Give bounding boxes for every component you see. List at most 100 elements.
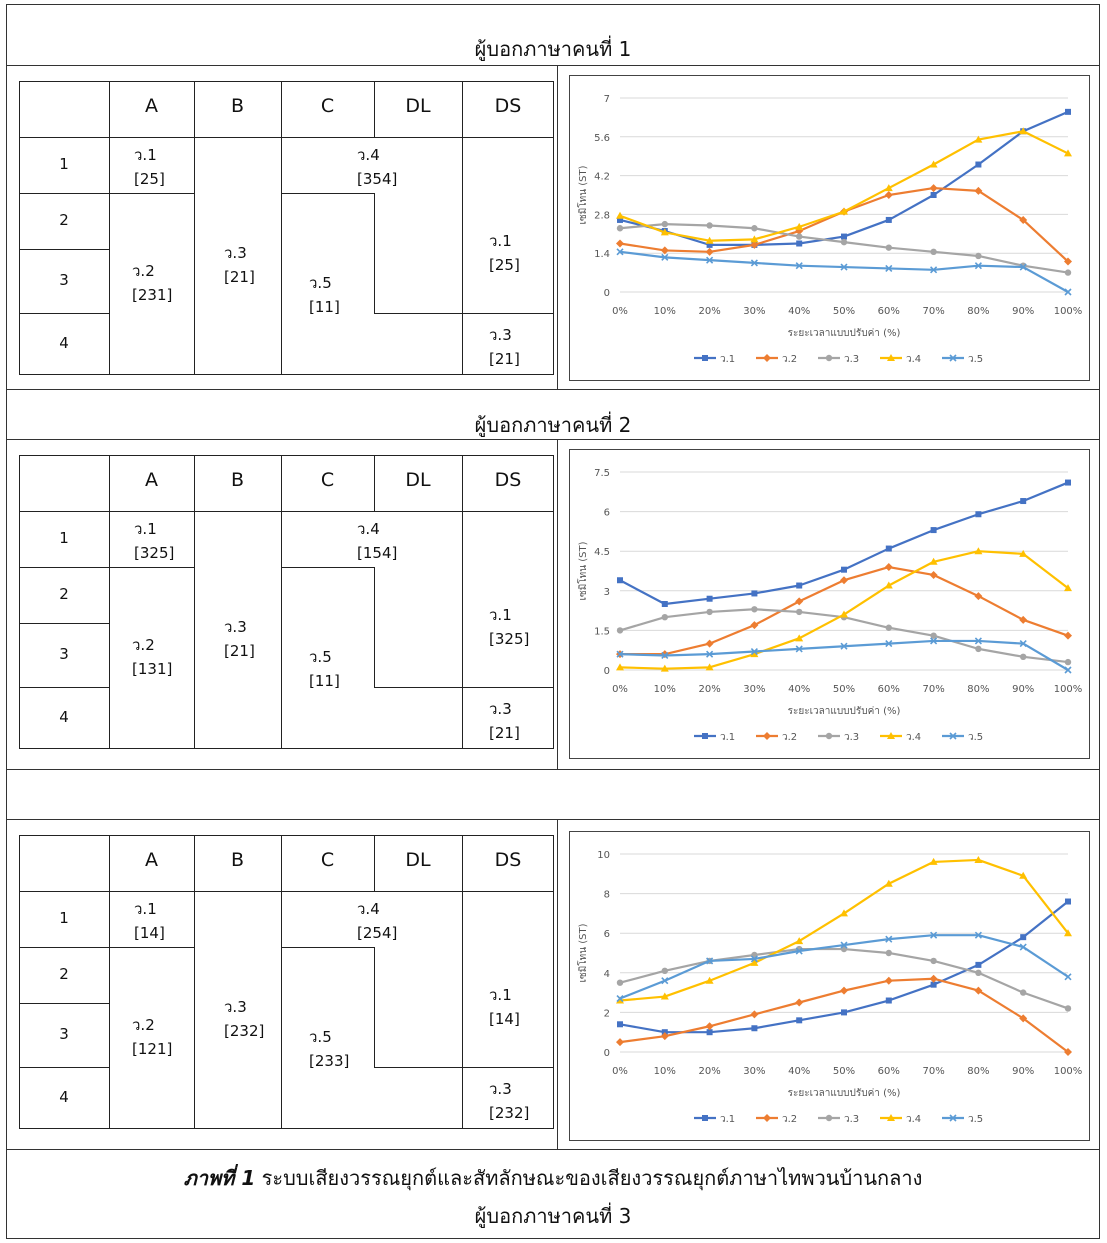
tone-v3-cell-name: ว.3 <box>224 244 247 262</box>
table-rule <box>374 567 375 687</box>
legend-marker <box>702 355 708 361</box>
column-header-a: A <box>145 849 158 871</box>
tone-v4-cell-name: ว.4 <box>357 146 380 164</box>
data-point <box>1064 584 1072 592</box>
y-axis-title: เซมิโทน (ST) <box>576 923 589 982</box>
tone-v3-cell-value: [21] <box>224 642 255 660</box>
data-point <box>1019 215 1028 224</box>
data-point <box>974 135 983 143</box>
data-point <box>1064 973 1072 981</box>
data-point <box>975 252 982 260</box>
table-rule <box>19 511 554 512</box>
data-point <box>975 511 982 518</box>
legend-label: ว.1 <box>720 1114 735 1125</box>
data-point <box>750 259 758 267</box>
data-point <box>974 931 982 939</box>
series-5 <box>616 931 1072 1003</box>
column-divider <box>557 65 558 389</box>
tone-ds1-cell-name: ว.1 <box>489 606 512 624</box>
data-point <box>1064 666 1072 674</box>
column-header-ds: DS <box>494 95 522 117</box>
table-rule <box>462 455 463 749</box>
column-header-a: A <box>145 95 158 117</box>
tone-v4-cell-value: [154] <box>357 544 398 562</box>
data-point <box>974 547 983 555</box>
data-point <box>930 248 937 256</box>
table-rule <box>281 455 282 749</box>
x-axis-title: ระยะเวลาแบบปรับค่า (%) <box>788 328 901 339</box>
data-point <box>706 256 714 264</box>
data-point <box>796 1017 803 1024</box>
y-tick-label: 6 <box>604 508 610 519</box>
data-point <box>705 236 714 244</box>
tone-ds1-cell-value: [325] <box>489 630 530 648</box>
data-point <box>840 576 848 585</box>
data-point <box>1064 1048 1072 1056</box>
series-3 <box>616 220 1072 276</box>
row-header-3: 3 <box>59 1025 69 1043</box>
data-point <box>885 640 893 648</box>
x-tick-label: 20% <box>698 306 720 317</box>
data-point <box>661 614 668 621</box>
data-point <box>661 253 669 261</box>
y-tick-label: 2 <box>604 1008 610 1019</box>
data-point <box>795 262 803 270</box>
data-point <box>706 241 713 248</box>
x-tick-label: 0% <box>612 306 628 317</box>
data-point <box>884 191 893 199</box>
series-5 <box>616 248 1072 296</box>
data-point <box>841 233 847 240</box>
y-tick-label: 7 <box>604 94 610 105</box>
table-border <box>19 455 554 749</box>
data-point <box>840 941 848 949</box>
data-point <box>705 639 714 648</box>
table-rule <box>19 1003 109 1004</box>
table-rule <box>281 193 374 194</box>
table-border <box>19 835 554 1129</box>
data-point <box>616 994 624 1003</box>
table-rule <box>19 249 109 250</box>
data-point <box>975 961 982 968</box>
tone-v2-cell-name: ว.2 <box>132 1016 155 1034</box>
data-point <box>974 637 982 645</box>
data-point <box>929 570 938 579</box>
y-tick-label: 4.2 <box>594 172 610 183</box>
section-title-1: ผู้บอกภาษาคนที่ 1 <box>474 37 632 61</box>
table-rule <box>19 1067 109 1068</box>
y-tick-label: 4 <box>604 969 610 980</box>
tone-ds1-cell-name: ว.1 <box>489 986 512 1004</box>
column-header-c: C <box>320 469 335 491</box>
data-point <box>1020 653 1027 660</box>
table-rule <box>374 947 375 1067</box>
data-point <box>975 161 982 168</box>
data-point <box>1019 640 1027 648</box>
legend: ว.1 ว.2 ว.3 ว.4 ว.5 <box>694 1114 983 1125</box>
data-point <box>616 225 624 232</box>
tone-v1-cell-name: ว.1 <box>134 900 157 918</box>
data-point <box>660 992 669 1000</box>
table-rule <box>109 835 110 1129</box>
table-rule <box>19 567 109 568</box>
data-point <box>705 663 714 671</box>
x-tick-label: 80% <box>967 306 989 317</box>
data-point <box>974 186 983 195</box>
table-rule <box>19 623 109 624</box>
section-title-2: ผู้บอกภาษาคนที่ 2 <box>474 413 632 437</box>
data-point <box>974 592 983 601</box>
x-axis-title: ระยะเวลาแบบปรับค่า (%) <box>788 706 901 717</box>
table-rule <box>281 835 282 1129</box>
column-header-c: C <box>320 849 335 871</box>
data-point <box>751 1025 758 1032</box>
tone-v5-cell-value: [233] <box>309 1052 350 1070</box>
legend-marker <box>763 732 771 740</box>
x-tick-label: 60% <box>878 306 900 317</box>
legend-label: ว.3 <box>844 732 859 743</box>
x-tick-label: 60% <box>878 684 900 695</box>
data-point <box>885 216 892 223</box>
tone-v4-cell-value: [354] <box>357 170 398 188</box>
data-point <box>616 996 624 1004</box>
data-point <box>705 1022 714 1031</box>
data-point <box>885 949 892 957</box>
row-header-4: 4 <box>59 334 69 352</box>
data-point <box>1064 631 1072 640</box>
